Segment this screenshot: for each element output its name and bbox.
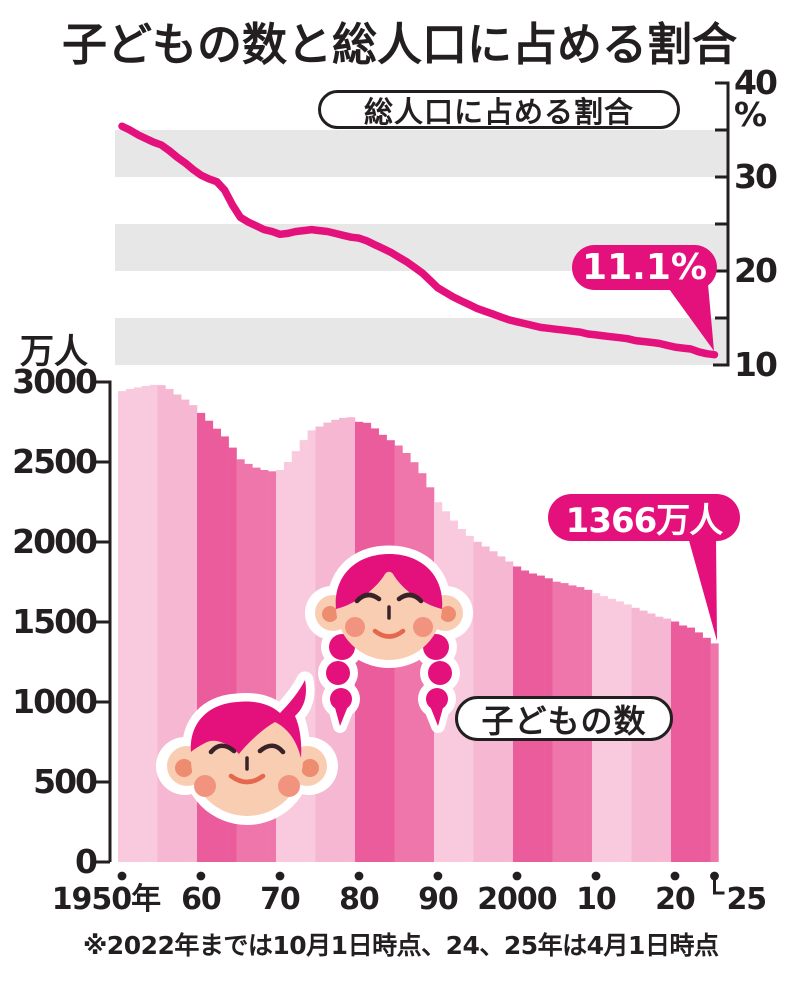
decade-dot-2010 (591, 871, 601, 881)
count-bubble-tail (688, 537, 717, 641)
decade-dot-1960 (196, 871, 206, 881)
bar-2019 (663, 618, 672, 862)
x-label-1970: 70 (260, 882, 301, 917)
bar-2023 (694, 632, 703, 862)
boy-eyes (208, 743, 286, 755)
count-value-callout: 1366万人 (548, 494, 740, 541)
bar-1973 (299, 440, 308, 862)
page-title: 子どもの数と総人口に占める割合 (62, 18, 738, 71)
ratio-line (118, 122, 719, 359)
bar-1969 (268, 471, 277, 862)
x-label-2000: 2000 (477, 882, 558, 917)
girl-ear-left-inner (322, 606, 338, 622)
shaded-band (115, 130, 728, 177)
count-axis-label-2500: 2500 (12, 442, 98, 481)
girl-eyes (354, 592, 424, 604)
count-axis-label-0: 0 (75, 842, 98, 881)
ratio-axis-label-40: 40 (734, 63, 778, 102)
decade-dot-1980 (354, 871, 364, 881)
bar-1970 (276, 470, 285, 862)
count-axis-label-3000: 3000 (12, 362, 98, 401)
count-axis-unit: 万人 (20, 332, 88, 372)
boy-ear-right-inner (301, 759, 319, 777)
bar-2024 (702, 637, 711, 862)
bar-2018 (655, 616, 664, 862)
decade-dot-2025 (710, 871, 719, 881)
x-label-2010: 10 (576, 882, 617, 917)
bar-1993 (457, 529, 466, 862)
boy-cheek-right (278, 775, 300, 797)
decade-dot-2020 (670, 871, 680, 881)
bar-1957 (173, 394, 182, 862)
x-label-bracket (713, 878, 725, 895)
bar-1964 (228, 447, 237, 862)
bar-1967 (252, 467, 261, 862)
x-label-1990: 90 (418, 882, 459, 917)
bar-1955 (157, 385, 166, 862)
girl-cheek-left (345, 617, 365, 637)
x-label-1950: 1950年 (51, 882, 162, 917)
bar-1960 (197, 412, 206, 862)
bar-2020 (671, 621, 680, 862)
bar-1959 (189, 405, 198, 862)
girl-face-illustration (305, 545, 473, 733)
ratio-axis-unit: % (734, 95, 767, 134)
bar-1965 (236, 459, 245, 862)
count-axis-label-1500: 1500 (12, 602, 98, 641)
decade-dot-2000 (512, 871, 522, 881)
bar-1950 (118, 391, 127, 862)
bar-1953 (141, 386, 150, 862)
x-label-1980: 80 (339, 882, 380, 917)
girl-ear-right-inner (440, 606, 456, 622)
footnote: ※2022年までは10月1日時点、24、25年は4月1日時点 (83, 931, 719, 960)
bar-2025 (710, 643, 719, 862)
bar-1958 (181, 399, 190, 862)
boy-ear-left-inner (175, 759, 193, 777)
count-axis-label-1000: 1000 (12, 682, 98, 721)
bar-1963 (220, 436, 229, 862)
bar-1962 (212, 428, 221, 862)
bar-1952 (133, 387, 142, 862)
callout-tails (664, 282, 717, 641)
ratio-value-callout: 11.1% (572, 245, 717, 290)
ratio-axis-label-20: 20 (734, 251, 778, 290)
boy-cheek-left (194, 775, 216, 797)
count-axis-label-500: 500 (33, 762, 98, 801)
ratio-axis-label-30: 30 (734, 157, 778, 196)
bar-1972 (291, 451, 300, 862)
x-label-2020: 20 (655, 882, 696, 917)
x-label-2025: 25 (726, 882, 767, 917)
bar-1951 (125, 389, 135, 862)
bar-1968 (260, 470, 269, 862)
decade-dot-1990 (433, 871, 443, 881)
bar-1961 (204, 420, 214, 862)
count-series-label: 子どもの数 (455, 696, 673, 741)
bar-1974 (307, 430, 316, 862)
ratio-bubble-tail (664, 282, 714, 351)
boy-hair (190, 680, 306, 758)
girl-right-braid (423, 634, 452, 726)
count-axis-label-2000: 2000 (12, 522, 98, 561)
x-label-1960: 60 (181, 882, 222, 917)
axes (94, 81, 730, 895)
bar-1954 (149, 384, 158, 862)
bar-1956 (165, 389, 174, 862)
boy-face-illustration (156, 671, 338, 825)
bar-1975 (315, 426, 324, 862)
girl-cheek-right (413, 617, 433, 637)
bar-1971 (283, 462, 293, 862)
ratio-series-label: 総人口に占める割合 (318, 90, 680, 129)
girl-mouth (372, 628, 406, 639)
bar-2021 (678, 625, 688, 862)
ratio-axis-label-10: 10 (734, 345, 778, 384)
bar-1966 (244, 463, 253, 862)
ratio-line-group (118, 122, 719, 359)
decade-dot-1950 (117, 871, 127, 881)
decade-dot-1970 (275, 871, 285, 881)
boy-mouth (228, 773, 266, 785)
bar-2022 (686, 627, 695, 862)
